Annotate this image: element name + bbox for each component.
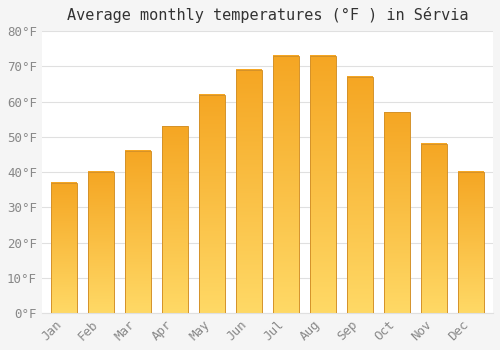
Bar xyxy=(273,56,299,313)
Bar xyxy=(162,126,188,313)
Bar xyxy=(421,144,447,313)
Bar xyxy=(88,172,114,313)
Bar xyxy=(51,183,77,313)
Bar xyxy=(199,94,225,313)
Bar xyxy=(125,151,151,313)
Bar xyxy=(347,77,373,313)
Bar xyxy=(310,56,336,313)
Bar xyxy=(236,70,262,313)
Bar xyxy=(384,112,410,313)
Bar xyxy=(458,172,484,313)
Title: Average monthly temperatures (°F ) in Sérvia: Average monthly temperatures (°F ) in Sé… xyxy=(66,7,468,23)
